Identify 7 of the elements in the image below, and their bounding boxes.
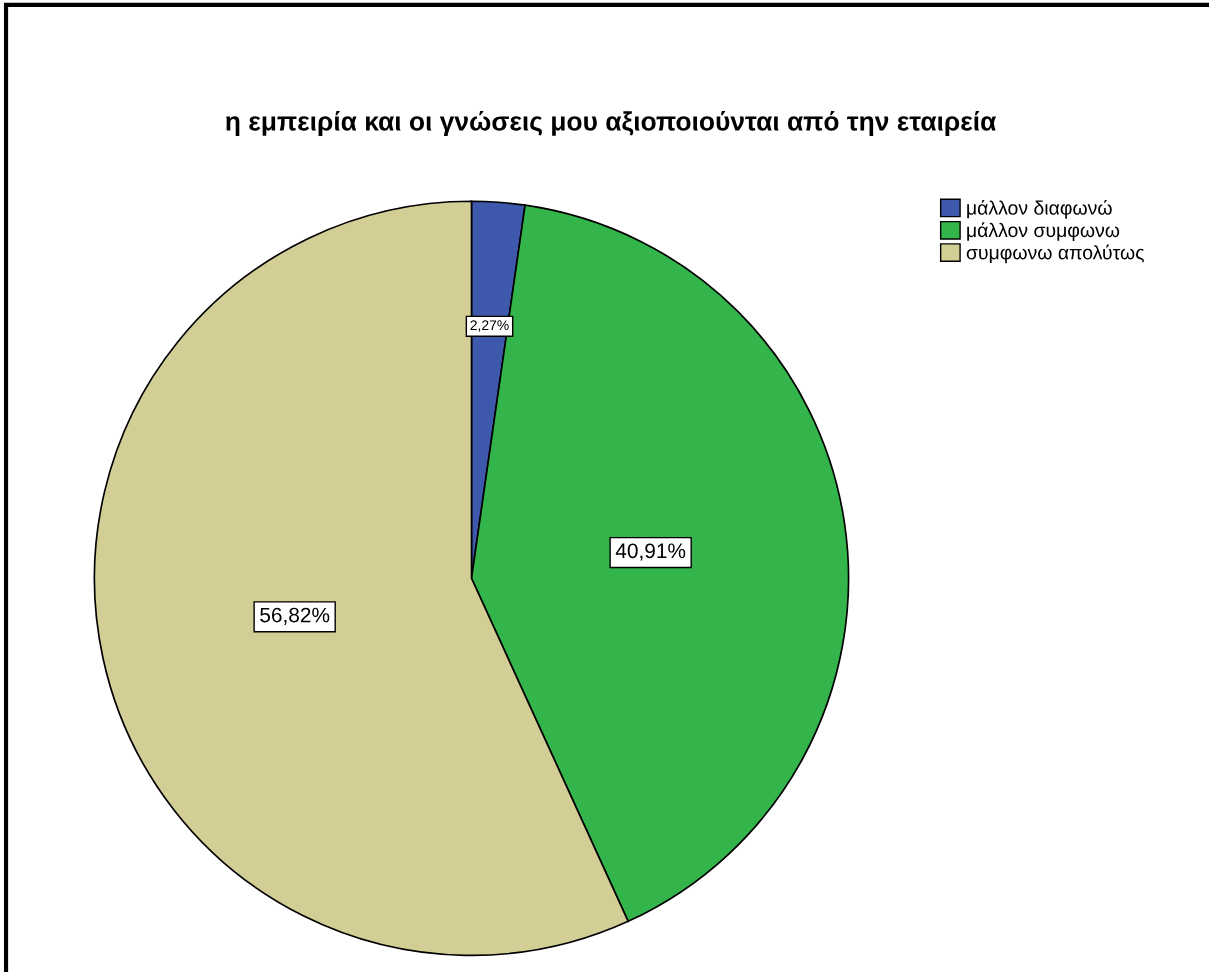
chart-title: η εμπειρία και οι γνώσεις μου αξιοποιούνται από την εταιρεία — [226, 110, 997, 136]
data-label: 40,91% — [615, 543, 686, 561]
legend-label: μάλλον διαφωνώ — [967, 199, 1112, 219]
legend-label: συμφωνω απολύτως — [966, 244, 1144, 264]
data-label: 2,27% — [470, 320, 509, 332]
legend-label: μάλλον συμφωνω — [967, 222, 1120, 241]
data-label: 56,82% — [260, 607, 330, 625]
